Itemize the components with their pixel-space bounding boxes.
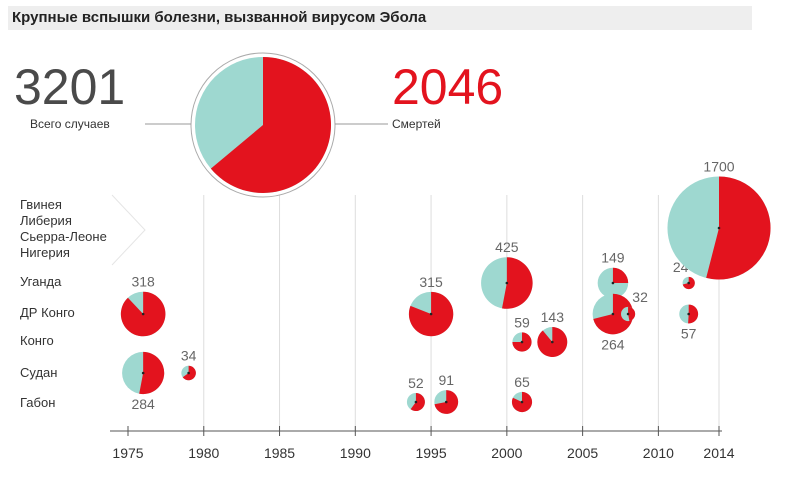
bubble-centre-dot bbox=[414, 400, 418, 404]
country-label-liberia: Либерия bbox=[20, 213, 72, 228]
x-tick-label: 1990 bbox=[340, 445, 371, 461]
x-tick-label: 2014 bbox=[703, 445, 734, 461]
country-label-sudan: Судан bbox=[20, 365, 58, 380]
x-tick-label: 1985 bbox=[264, 445, 295, 461]
bubble-value-label: 143 bbox=[541, 309, 565, 325]
bubble-centre-dot bbox=[687, 281, 690, 285]
bubble-value-label: 52 bbox=[408, 375, 424, 391]
x-tick-label: 1980 bbox=[188, 445, 219, 461]
x-tick-label: 1975 bbox=[112, 445, 143, 461]
bubble-value-label: 284 bbox=[131, 396, 155, 412]
bubble-centre-dot bbox=[551, 340, 554, 344]
summary-pie-deaths bbox=[210, 57, 332, 193]
bubble-value-label: 264 bbox=[601, 336, 625, 352]
x-tick-label: 2005 bbox=[567, 445, 598, 461]
chart-title: Крупные вспышки болезни, вызванной вирус… bbox=[12, 9, 427, 26]
bubble-value-label: 425 bbox=[495, 239, 519, 255]
country-label-guinea: Гвинея bbox=[20, 197, 62, 212]
bubble-value-label: 1700 bbox=[703, 158, 734, 174]
total-cases-label: Всего случаев bbox=[30, 117, 110, 131]
outbreak-bubble-deaths bbox=[706, 176, 771, 280]
country-label-sierra-leone: Сьерра-Леоне bbox=[20, 229, 107, 244]
outbreak-bubble-deaths bbox=[502, 257, 533, 309]
bubble-value-label: 65 bbox=[514, 374, 530, 390]
x-tick-label: 1995 bbox=[415, 445, 446, 461]
country-label-drc: ДР Конго bbox=[20, 305, 75, 320]
total-deaths-label: Смертей bbox=[392, 117, 441, 131]
bubble-centre-dot bbox=[505, 281, 509, 285]
bubble-centre-dot bbox=[611, 312, 615, 316]
bubble-centre-dot bbox=[141, 312, 145, 316]
total-cases-value: 3201 bbox=[14, 59, 126, 115]
bubble-centre-dot bbox=[717, 226, 721, 230]
bubble-value-label: 59 bbox=[514, 314, 530, 330]
bubble-value-label: 318 bbox=[131, 274, 155, 290]
bubble-value-label: 34 bbox=[181, 348, 197, 364]
bubble-centre-dot bbox=[429, 312, 433, 316]
bubble-centre-dot bbox=[520, 400, 524, 404]
outbreak-bubble-deaths bbox=[139, 351, 165, 395]
bubble-value-label: 315 bbox=[419, 274, 443, 290]
x-tick-label: 2000 bbox=[491, 445, 522, 461]
outbreak-bubble-deaths bbox=[410, 392, 425, 412]
bubble-value-label: 57 bbox=[681, 325, 697, 341]
bubble-centre-dot bbox=[687, 312, 690, 316]
total-deaths-value: 2046 bbox=[392, 59, 504, 115]
country-label-gabon: Габон bbox=[20, 395, 56, 410]
country-label-congo: Конго bbox=[20, 333, 54, 348]
outbreak-bubble-deaths bbox=[688, 304, 699, 324]
x-tick-label: 2010 bbox=[643, 445, 674, 461]
bubble-value-label: 32 bbox=[632, 289, 648, 305]
country-label-uganda: Уганда bbox=[20, 274, 62, 289]
title-bar: Крупные вспышки болезни, вызванной вирус… bbox=[8, 6, 752, 30]
west-africa-bracket bbox=[111, 194, 146, 266]
bubble-centre-dot bbox=[520, 340, 524, 344]
bubble-centre-dot bbox=[187, 371, 190, 375]
bubble-value-label: 149 bbox=[601, 250, 625, 266]
country-label-nigeria: Нигерия bbox=[20, 245, 70, 260]
bubble-centre-dot bbox=[141, 371, 145, 375]
bubble-value-label: 91 bbox=[438, 372, 454, 388]
bubble-centre-dot bbox=[626, 312, 630, 316]
outbreak-bubble-deaths bbox=[612, 267, 629, 283]
bubble-centre-dot bbox=[611, 281, 615, 285]
outbreak-bubble-deaths bbox=[628, 306, 636, 321]
bubble-centre-dot bbox=[444, 400, 448, 404]
